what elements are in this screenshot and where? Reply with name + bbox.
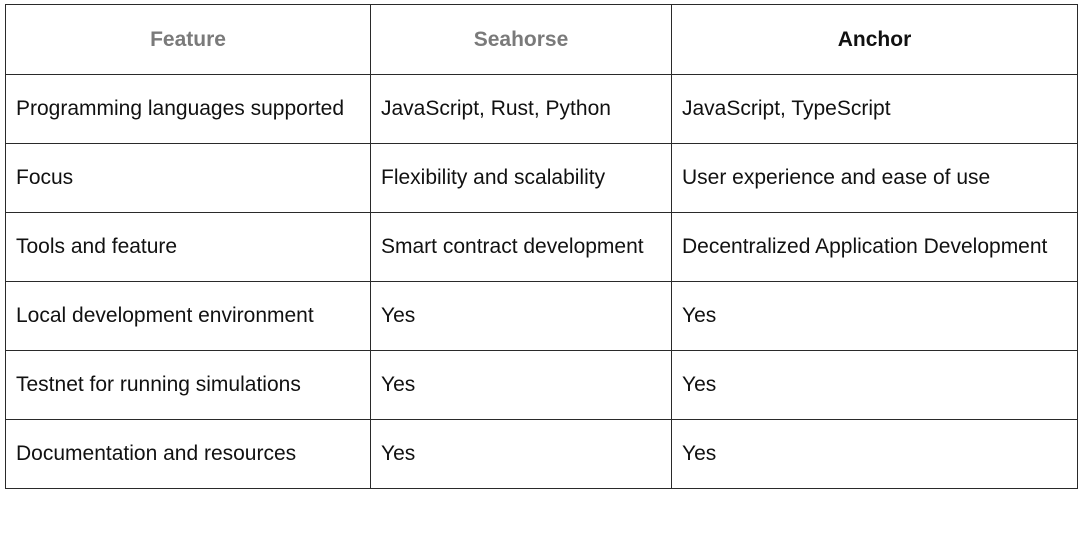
header-anchor: Anchor	[671, 4, 1078, 75]
cell-anchor: User experience and ease of use	[671, 143, 1078, 213]
header-row: Feature Seahorse Anchor	[5, 4, 1078, 75]
cell-seahorse: Flexibility and scalability	[370, 143, 672, 213]
table-row: Testnet for running simulations Yes Yes	[5, 350, 1078, 420]
cell-feature: Tools and feature	[5, 212, 371, 282]
cell-feature: Local development environment	[5, 281, 371, 351]
cell-seahorse: Smart contract development	[370, 212, 672, 282]
cell-anchor: JavaScript, TypeScript	[671, 74, 1078, 144]
comparison-table: Feature Seahorse Anchor Programming lang…	[5, 4, 1078, 489]
cell-feature: Documentation and resources	[5, 419, 371, 489]
cell-seahorse: Yes	[370, 350, 672, 420]
table-row: Local development environment Yes Yes	[5, 281, 1078, 351]
cell-feature: Testnet for running simulations	[5, 350, 371, 420]
table-row: Programming languages supported JavaScrip…	[5, 74, 1078, 144]
header-seahorse: Seahorse	[370, 4, 672, 75]
cell-anchor: Decentralized Application Development	[671, 212, 1078, 282]
cell-anchor: Yes	[671, 350, 1078, 420]
cell-feature: Focus	[5, 143, 371, 213]
cell-seahorse: JavaScript, Rust, Python	[370, 74, 672, 144]
table-row: Tools and feature Smart contract developm…	[5, 212, 1078, 282]
cell-anchor: Yes	[671, 281, 1078, 351]
cell-anchor: Yes	[671, 419, 1078, 489]
header-feature: Feature	[5, 4, 371, 75]
table-row: Documentation and resources Yes Yes	[5, 419, 1078, 489]
cell-seahorse: Yes	[370, 419, 672, 489]
table-row: Focus Flexibility and scalability User exp…	[5, 143, 1078, 213]
cell-seahorse: Yes	[370, 281, 672, 351]
cell-feature: Programming languages supported	[5, 74, 371, 144]
